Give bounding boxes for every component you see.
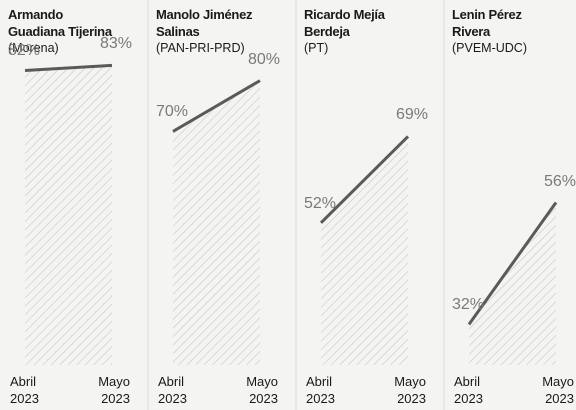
panel-title: Manolo Jiménez Salinas bbox=[156, 7, 253, 39]
x-tick-label: Mayo 2023 bbox=[246, 374, 278, 406]
x-tick-label: Mayo 2023 bbox=[98, 374, 130, 406]
x-tick-label: Abril 2023 bbox=[158, 374, 187, 406]
panel-subtitle: (PVEM-UDC) bbox=[452, 41, 527, 55]
line bbox=[319, 135, 410, 224]
x-tick-label: Abril 2023 bbox=[10, 374, 39, 406]
line bbox=[24, 63, 113, 72]
x-tick-label: Abril 2023 bbox=[306, 374, 335, 406]
x-tick-label: Abril 2023 bbox=[454, 374, 483, 406]
hatch-area bbox=[321, 136, 408, 365]
value-label: 56% bbox=[543, 172, 576, 190]
panel-subtitle: (Morena) bbox=[8, 41, 59, 55]
value-label: 82% bbox=[8, 42, 41, 60]
value-label: 80% bbox=[247, 50, 280, 68]
hatch-area bbox=[25, 65, 112, 365]
panel-title: Ricardo Mejía Berdeja bbox=[304, 7, 385, 39]
x-tick-label: Mayo 2023 bbox=[394, 374, 426, 406]
value-label: 32% bbox=[452, 296, 485, 314]
panel-title: Armando Guadiana Tijerina bbox=[8, 7, 112, 39]
x-tick-label: Mayo 2023 bbox=[542, 374, 574, 406]
line bbox=[467, 201, 558, 326]
panel-title: Lenin Pérez Rivera bbox=[452, 7, 522, 39]
value-label: 52% bbox=[304, 194, 337, 212]
hatch-area bbox=[173, 80, 260, 365]
line bbox=[172, 79, 261, 133]
value-label: 70% bbox=[156, 103, 189, 121]
value-label: 83% bbox=[99, 35, 132, 53]
value-label: 69% bbox=[395, 106, 428, 124]
panel-subtitle: (PAN-PRI-PRD) bbox=[156, 41, 245, 55]
hatch-area bbox=[469, 202, 556, 365]
panel-subtitle: (PT) bbox=[304, 41, 329, 55]
